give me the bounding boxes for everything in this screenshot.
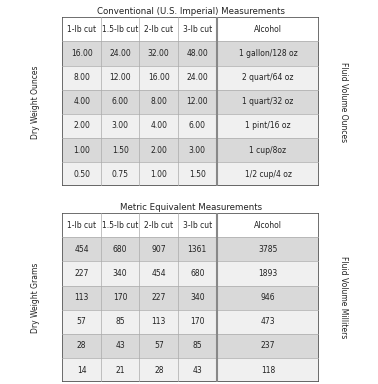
Text: Alcohol: Alcohol [254,25,282,34]
Bar [62,66,319,90]
Text: 0.50: 0.50 [73,170,90,179]
Text: 473: 473 [261,317,275,326]
Text: 1/2 cup/4 oz: 1/2 cup/4 oz [245,170,291,179]
Bar [62,162,319,186]
Bar [62,114,319,138]
Text: 2 quart/64 oz: 2 quart/64 oz [242,73,294,82]
Text: 24.00: 24.00 [109,49,131,58]
Text: 2.00: 2.00 [73,121,90,131]
Text: 1893: 1893 [259,269,277,278]
Text: 14: 14 [77,366,87,374]
Text: 1.50: 1.50 [189,170,206,179]
Bar [62,358,319,382]
Text: Conventional (U.S. Imperial) Measurements: Conventional (U.S. Imperial) Measurement… [97,7,285,16]
Bar [62,90,319,114]
Text: 1361: 1361 [188,245,207,254]
Text: Fluid Volume Milliters: Fluid Volume Milliters [339,257,349,339]
Text: 227: 227 [74,269,89,278]
Bar [62,17,319,41]
Text: Dry Weight Ounces: Dry Weight Ounces [31,65,40,139]
Text: 6.00: 6.00 [112,97,129,106]
Text: 2-lb cut: 2-lb cut [144,221,174,230]
Text: 1 gallon/128 oz: 1 gallon/128 oz [239,49,297,58]
Text: 454: 454 [152,269,166,278]
Bar [62,213,319,237]
Text: 85: 85 [192,341,202,350]
Text: Alcohol: Alcohol [254,221,282,230]
Text: 8.00: 8.00 [150,97,167,106]
Text: 1-lb cut: 1-lb cut [67,25,96,34]
Text: 340: 340 [113,269,127,278]
Text: 16.00: 16.00 [71,49,93,58]
Text: 16.00: 16.00 [148,73,170,82]
Text: 8.00: 8.00 [73,73,90,82]
Text: 907: 907 [152,245,166,254]
Bar [62,310,319,334]
Text: 227: 227 [152,293,166,302]
Text: 4.00: 4.00 [150,121,167,131]
Text: 3785: 3785 [258,245,278,254]
Text: 1.00: 1.00 [150,170,167,179]
Text: 1 quart/32 oz: 1 quart/32 oz [242,97,294,106]
Text: 2.00: 2.00 [150,146,167,154]
Text: 24.00: 24.00 [186,73,208,82]
Text: 2-lb cut: 2-lb cut [144,25,174,34]
Text: 12.00: 12.00 [186,97,208,106]
Bar [62,334,319,358]
Text: 28: 28 [77,341,87,350]
Text: 1 pint/16 oz: 1 pint/16 oz [245,121,291,131]
Text: 57: 57 [77,317,87,326]
Text: 170: 170 [190,317,204,326]
Bar [62,286,319,310]
Text: 57: 57 [154,341,164,350]
Text: 946: 946 [261,293,275,302]
Text: 1.00: 1.00 [73,146,90,154]
Text: 113: 113 [152,317,166,326]
Bar [62,262,319,286]
Text: 12.00: 12.00 [109,73,131,82]
Text: 28: 28 [154,366,164,374]
Text: 1.5-lb cut: 1.5-lb cut [102,221,138,230]
Text: 340: 340 [190,293,204,302]
Text: 680: 680 [190,269,204,278]
Text: 0.75: 0.75 [112,170,129,179]
Text: 48.00: 48.00 [186,49,208,58]
Text: 85: 85 [115,317,125,326]
Text: Metric Equivalent Measurements: Metric Equivalent Measurements [120,203,262,212]
Text: 3.00: 3.00 [112,121,129,131]
Text: 113: 113 [74,293,89,302]
Text: 4.00: 4.00 [73,97,90,106]
Text: 3-lb cut: 3-lb cut [183,221,212,230]
Text: 237: 237 [261,341,275,350]
Text: Fluid Volume Ounces: Fluid Volume Ounces [339,62,349,142]
Text: 43: 43 [115,341,125,350]
Text: 32.00: 32.00 [148,49,170,58]
Text: 21: 21 [115,366,125,374]
Text: 3-lb cut: 3-lb cut [183,25,212,34]
Text: 170: 170 [113,293,127,302]
Text: 118: 118 [261,366,275,374]
Text: Dry Weight Grams: Dry Weight Grams [31,262,40,333]
Text: 1 cup/8oz: 1 cup/8oz [249,146,287,154]
Text: 43: 43 [192,366,202,374]
Text: 3.00: 3.00 [189,146,206,154]
Text: 1-lb cut: 1-lb cut [67,221,96,230]
Text: 6.00: 6.00 [189,121,206,131]
Bar [62,237,319,262]
Text: 1.50: 1.50 [112,146,129,154]
Text: 454: 454 [74,245,89,254]
Bar [62,41,319,66]
Text: 1.5-lb cut: 1.5-lb cut [102,25,138,34]
Bar [62,138,319,162]
Text: 680: 680 [113,245,127,254]
